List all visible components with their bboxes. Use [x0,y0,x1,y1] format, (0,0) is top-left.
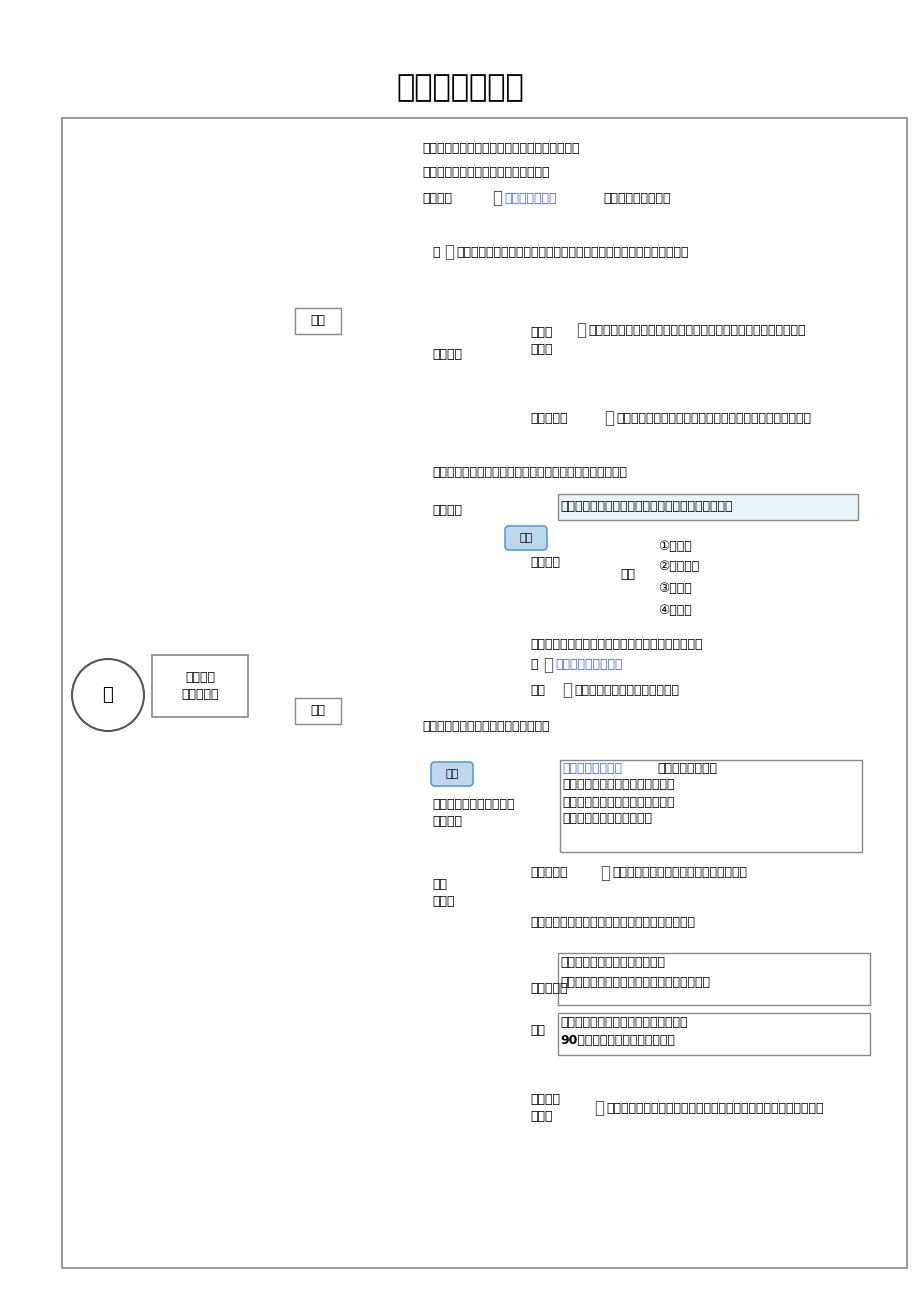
Bar [62,118,906,1268]
Text: 「: 「 [594,1099,604,1117]
Text: 线段的
中垂线: 线段的 中垂线 [529,326,552,355]
Bar [295,309,341,335]
Text: 圆: 圆 [432,246,439,259]
Text: 圆心角、弧、弦、弦心距
关系定理: 圆心角、弧、弦、弦心距 关系定理 [432,798,514,828]
Text: 一条弧所对的圆周角等于它所对的圆心角的一半。: 一条弧所对的圆周角等于它所对的圆心角的一半。 [529,915,694,928]
Text: 初中数学框架图: 初中数学框架图 [396,73,523,103]
Text: 圆是轴对称图形，经过圆心的每一条直线都是它的对称轴。: 圆是轴对称图形，经过圆心的每一条直线都是它的对称轴。 [432,466,627,479]
Text: 圆的确定: 圆的确定 [422,191,451,204]
Text: 垂直于弦的直径平分弦，并且平分弦所对的两条弧。: 垂直于弦的直径平分弦，并且平分弦所对的两条弧。 [560,500,732,513]
FancyBboxPatch shape [430,762,472,786]
Text: 圆的有关
概念和性质: 圆的有关 概念和性质 [181,671,219,700]
Text: 「: 「 [542,656,552,674]
Text: 角的平分线: 角的平分线 [529,411,567,424]
Text: 同圆或等圆中，相等的圆周角所对的弧相等。: 同圆或等圆中，相等的圆周角所对的弧相等。 [560,975,709,988]
Bar [295,698,341,724]
Text: 定义: 定义 [311,315,325,328]
Circle shape [72,659,144,730]
Text: 圆是平面上到定点的距离等于定长的点的集合。: 圆是平面上到定点的距离等于定长的点的集合。 [422,142,579,155]
Text: 90度的圆周角所对的弦是直径。: 90度的圆周角所对的弦是直径。 [560,1034,675,1047]
Text: 到定点的距离等于定长的点的轨迹是以定点为圆心，定长为半径的圆。: 到定点的距离等于定长的点的轨迹是以定点为圆心，定长为半径的圆。 [456,246,687,259]
Text: 「: 「 [444,243,453,260]
Bar [560,760,861,852]
FancyBboxPatch shape [505,526,547,549]
Bar [558,493,857,519]
Text: 重要: 重要 [519,533,532,543]
Text: 旋转
不变性: 旋转 不变性 [432,878,454,907]
Text: 「: 「 [604,409,613,427]
Text: ②垂直于弦: ②垂直于弦 [657,560,698,573]
Text: 不在同一直线上: 不在同一直线上 [504,191,556,204]
Text: 补充: 补充 [529,684,544,697]
Text: 圆周角定理: 圆周角定理 [529,982,567,995]
Bar [152,655,248,717]
Text: 同弧或等弧所对的圆周角相等；: 同弧或等弧所对的圆周角相等； [560,957,664,970]
Text: 圆的内接四边形对角互补，并且任何一个外角都等于它的内对角。: 圆的内接四边形对角互补，并且任何一个外角都等于它的内对角。 [606,1101,823,1115]
Text: 圆将平面分成圆内、圆上、圆外三部分: 圆将平面分成圆内、圆上、圆外三部分 [422,165,549,178]
Text: 「: 「 [575,322,585,339]
Text: 基本轨迹: 基本轨迹 [432,349,461,362]
Text: 「: 「 [562,681,572,699]
Text: 如果两个圆心角、: 如果两个圆心角、 [656,762,716,775]
Text: 圆: 圆 [103,686,113,704]
Text: 圆是以圆心为对称中心的中心对称图形: 圆是以圆心为对称中心的中心对称图形 [422,720,549,733]
Text: 的其余各组量都分别相等。: 的其余各组量都分别相等。 [562,812,652,825]
Text: 和已知线段两个端点的距离相等的点的轨迹是这条线段的中垂线。: 和已知线段两个端点的距离相等的点的轨迹是这条线段的中垂线。 [587,323,805,336]
Text: 轴对称性: 轴对称性 [432,504,461,517]
Text: 圆的内接
四边形: 圆的内接 四边形 [529,1092,560,1124]
Text: 圆的两条平行弦所夹的弧相等。: 圆的两条平行弦所夹的弧相等。 [573,684,678,697]
Text: 平分弦的直径垂直于弦，并且平分弦所对的两条弧。: 平分弦的直径垂直于弦，并且平分弦所对的两条弧。 [529,638,702,651]
Text: 圆心角定理: 圆心角定理 [529,867,567,879]
Text: 重要: 重要 [445,769,459,779]
Text: ①平分弦: ①平分弦 [657,539,691,552]
Text: 推论: 推论 [529,1023,544,1036]
Text: 到已知角的两边的距离相等的点的轨迹是这个角的平分线。: 到已知角的两边的距离相等的点的轨迹是这个角的平分线。 [616,411,811,424]
Text: ④平分弧: ④平分弧 [657,604,691,617]
Text: 圆心角的度数和它所对的弧的度数相等。: 圆心角的度数和它所对的弧的度数相等。 [611,867,746,879]
Text: ③过圆心: ③过圆心 [657,582,691,595]
Bar [558,953,869,1005]
Text: 垂径定理: 垂径定理 [529,556,560,569]
Text: 半圆（或直径）所对的圆周角是直角；: 半圆（或直径）所对的圆周角是直角； [560,1016,686,1029]
Text: 注: 注 [529,659,537,672]
Text: 推论: 推论 [619,569,634,582]
Text: 中有一组量相等，那么它们所对应: 中有一组量相等，那么它们所对应 [562,796,674,809]
Text: 性质: 性质 [311,704,325,717]
Text: （这条弦不是直径）: （这条弦不是直径） [554,659,622,672]
Text: 两条弧、两条弦或两条弦的弦心距: 两条弧、两条弦或两条弦的弦心距 [562,779,674,792]
Text: 的三点确定一个圆。: 的三点确定一个圆。 [602,191,670,204]
Text: 「: 「 [599,865,609,881]
Bar [558,1013,869,1055]
Text: 在同圆或等圆中，: 在同圆或等圆中， [562,762,621,775]
Text: 「: 「 [492,189,502,207]
